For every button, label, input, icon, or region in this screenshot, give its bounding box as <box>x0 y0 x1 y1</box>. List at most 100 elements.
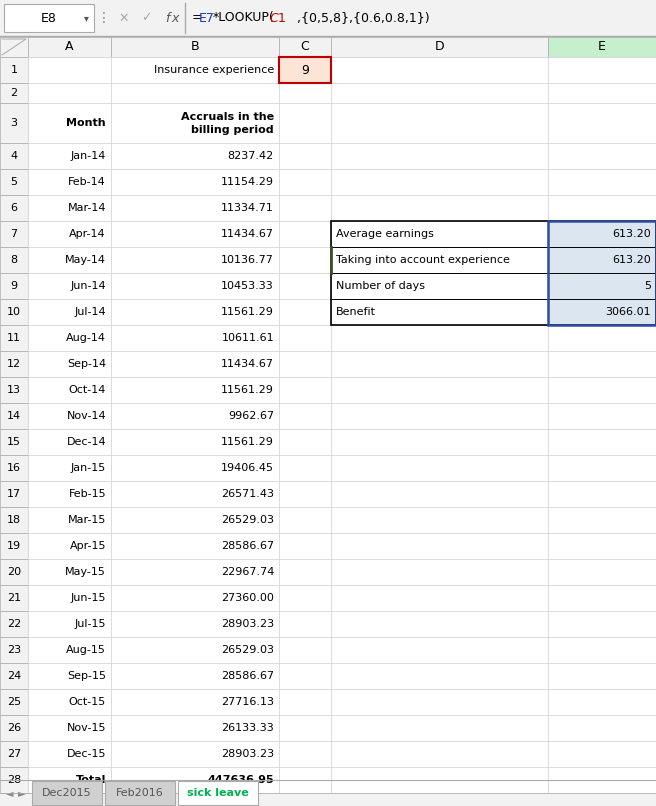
Bar <box>178 781 258 805</box>
Bar <box>28 351 111 377</box>
Bar <box>279 57 331 83</box>
Text: 6: 6 <box>10 203 18 213</box>
Bar <box>279 273 331 299</box>
Text: 15: 15 <box>7 437 21 447</box>
Text: 26571.43: 26571.43 <box>221 489 274 499</box>
Text: 5: 5 <box>644 281 651 291</box>
Bar <box>111 767 279 793</box>
Bar <box>28 663 111 689</box>
Bar <box>331 481 548 507</box>
Bar <box>0 611 28 637</box>
Bar <box>0 455 28 481</box>
Bar <box>111 325 279 351</box>
Bar <box>28 715 111 741</box>
Text: Apr-14: Apr-14 <box>70 229 106 239</box>
Text: 13: 13 <box>7 385 21 395</box>
Text: ◄: ◄ <box>7 788 14 798</box>
Text: 28903.23: 28903.23 <box>221 619 274 629</box>
Bar <box>111 429 279 455</box>
Text: 26: 26 <box>7 723 21 733</box>
Bar <box>331 689 548 715</box>
Bar <box>279 221 331 247</box>
Bar <box>28 299 111 325</box>
Bar <box>28 481 111 507</box>
Bar <box>331 221 656 325</box>
Text: 9: 9 <box>301 64 309 77</box>
Bar <box>548 455 656 481</box>
Text: 11154.29: 11154.29 <box>221 177 274 187</box>
Bar <box>28 559 111 585</box>
Bar <box>28 637 111 663</box>
Text: 16: 16 <box>7 463 21 473</box>
Text: 17: 17 <box>7 489 21 499</box>
Bar <box>0 169 28 195</box>
Bar <box>279 767 331 793</box>
Bar <box>0 481 28 507</box>
Text: Oct-14: Oct-14 <box>69 385 106 395</box>
Bar <box>111 611 279 637</box>
Bar <box>111 169 279 195</box>
Text: 8: 8 <box>10 255 18 265</box>
Bar <box>111 83 279 103</box>
Bar <box>28 195 111 221</box>
Bar <box>548 533 656 559</box>
Bar <box>111 715 279 741</box>
Bar <box>28 767 111 793</box>
Bar <box>111 273 279 299</box>
Bar <box>548 663 656 689</box>
Text: Dec-14: Dec-14 <box>66 437 106 447</box>
Bar <box>548 247 656 273</box>
Text: 11561.29: 11561.29 <box>221 437 274 447</box>
Bar <box>331 403 548 429</box>
Text: May-15: May-15 <box>65 567 106 577</box>
Text: 24: 24 <box>7 671 21 681</box>
Bar <box>0 585 28 611</box>
Text: $C$1: $C$1 <box>269 11 287 24</box>
Text: May-14: May-14 <box>65 255 106 265</box>
Bar <box>0 273 28 299</box>
Bar <box>28 689 111 715</box>
Text: 28903.23: 28903.23 <box>221 749 274 759</box>
Bar <box>279 103 331 143</box>
Bar <box>331 83 548 103</box>
Bar <box>331 611 548 637</box>
Bar <box>28 429 111 455</box>
Bar <box>0 559 28 585</box>
Text: 10136.77: 10136.77 <box>221 255 274 265</box>
Text: Jul-15: Jul-15 <box>75 619 106 629</box>
Text: 613.20: 613.20 <box>612 229 651 239</box>
Bar <box>111 103 279 143</box>
Text: 11434.67: 11434.67 <box>221 229 274 239</box>
Bar <box>111 403 279 429</box>
Bar <box>331 559 548 585</box>
Bar <box>279 429 331 455</box>
Text: 11: 11 <box>7 333 21 343</box>
Text: ►: ► <box>18 788 26 798</box>
Bar <box>548 221 656 247</box>
Bar <box>548 689 656 715</box>
Bar <box>0 103 28 143</box>
Bar <box>279 403 331 429</box>
Bar <box>111 533 279 559</box>
Text: 11334.71: 11334.71 <box>221 203 274 213</box>
Bar <box>279 585 331 611</box>
Bar <box>0 351 28 377</box>
Text: 28: 28 <box>7 775 21 785</box>
Bar <box>111 455 279 481</box>
Bar <box>279 715 331 741</box>
Bar <box>279 377 331 403</box>
Bar <box>0 83 28 103</box>
Text: D: D <box>435 40 444 53</box>
Text: E: E <box>598 40 606 53</box>
Text: 11561.29: 11561.29 <box>221 385 274 395</box>
Text: 613.20: 613.20 <box>612 255 651 265</box>
Text: Feb-14: Feb-14 <box>68 177 106 187</box>
Bar <box>28 143 111 169</box>
Bar <box>331 533 548 559</box>
Bar <box>279 57 331 83</box>
Text: 23: 23 <box>7 645 21 655</box>
Bar <box>548 169 656 195</box>
Bar <box>279 637 331 663</box>
Bar <box>331 429 548 455</box>
Bar <box>4 4 94 32</box>
